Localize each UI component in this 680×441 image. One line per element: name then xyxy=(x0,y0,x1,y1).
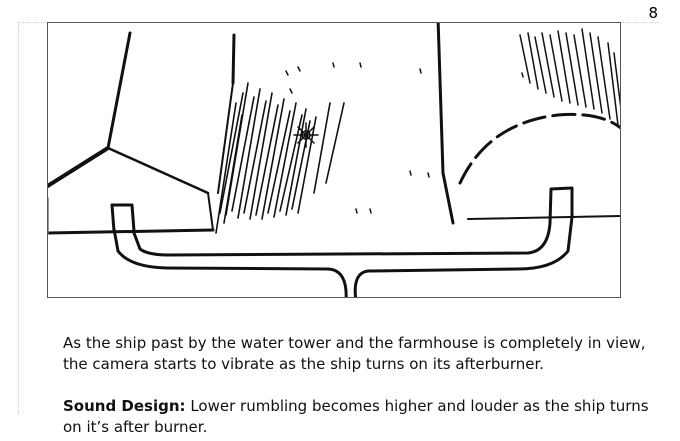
farmhouse-drawing xyxy=(48,31,236,235)
shot-description: As the ship past by the water tower and … xyxy=(63,334,646,373)
sound-design-text: Lower rumbling becomes higher and louder… xyxy=(63,397,649,436)
caption-block: As the ship past by the water tower and … xyxy=(63,333,663,438)
water-tower-drawing xyxy=(436,23,620,225)
storyboard-sketch xyxy=(48,23,620,297)
sound-design-label: Sound Design: xyxy=(63,397,186,415)
shadow-hatching xyxy=(215,82,345,234)
ship-outline xyxy=(110,186,574,297)
storyboard-panel xyxy=(47,22,621,298)
tower-hatching xyxy=(519,28,620,126)
page-margin-line xyxy=(18,24,19,414)
scratch-marks xyxy=(285,62,524,214)
page-number: 8 xyxy=(648,4,658,22)
sound-design-note: Sound Design: Lower rumbling becomes hig… xyxy=(63,396,663,438)
flower-doodle xyxy=(293,122,319,148)
